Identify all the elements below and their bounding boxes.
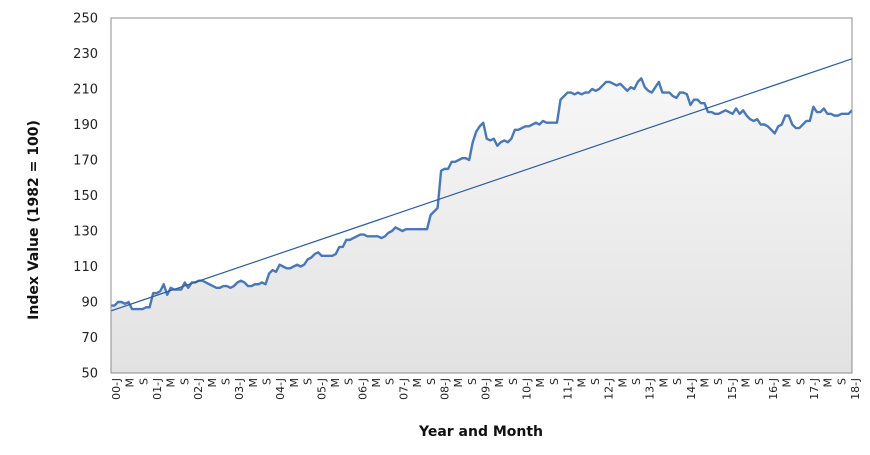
x-tick-label: 14-J: [685, 378, 698, 400]
x-tick-label: M: [781, 378, 794, 388]
x-tick-label: 06-J: [356, 378, 369, 400]
series-line: [111, 77, 853, 311]
y-axis-title: Index Value (1982 = 100): [26, 120, 42, 320]
x-tick-label: 13-J: [644, 378, 657, 400]
x-tick-label: 01-J: [151, 378, 164, 400]
x-tick-label: S: [220, 378, 233, 385]
x-tick-label: M: [206, 378, 219, 388]
y-tick-label: 70: [81, 331, 98, 346]
x-tick-label: 18-J: [849, 378, 862, 400]
y-tick-label: 150: [73, 189, 98, 204]
x-tick-label: M: [493, 378, 506, 388]
y-tick-label: 90: [81, 296, 98, 311]
x-axis-title: Year and Month: [418, 424, 543, 440]
x-tick-label: 16-J: [767, 378, 780, 400]
x-tick-label: M: [411, 378, 424, 388]
x-tick-label: 17-J: [808, 378, 821, 400]
x-tick-label: S: [137, 378, 150, 385]
x-tick-label: 07-J: [397, 378, 410, 400]
x-tick-label: 12-J: [603, 378, 616, 400]
x-tick-label: S: [466, 378, 479, 385]
x-tick-label: S: [302, 378, 315, 385]
x-tick-label: S: [425, 378, 438, 385]
x-tick-label: M: [534, 378, 547, 388]
y-tick-label: 50: [81, 367, 98, 382]
x-tick-label: M: [165, 378, 178, 388]
x-tick-label: 15-J: [726, 378, 739, 400]
x-tick-label: S: [343, 378, 356, 385]
x-tick-label: M: [657, 378, 670, 388]
y-axis-ticks: 50 70 90 110 130 150 170 190 210 230 250: [73, 12, 98, 382]
x-tick-label: S: [548, 378, 561, 385]
x-tick-label: S: [384, 378, 397, 385]
x-tick-label: M: [247, 378, 260, 388]
x-tick-label: M: [329, 378, 342, 388]
x-tick-label: S: [712, 378, 725, 385]
trend-line: [110, 58, 853, 312]
y-tick-label: 190: [73, 118, 98, 133]
plot-area: [110, 17, 853, 374]
x-tick-label: S: [261, 378, 274, 385]
x-tick-label: M: [699, 378, 712, 388]
x-tick-label: S: [835, 378, 848, 385]
x-tick-label: 05-J: [315, 378, 328, 400]
x-tick-label: 03-J: [233, 378, 246, 400]
x-tick-label: M: [575, 378, 588, 388]
x-tick-label: S: [178, 378, 191, 385]
x-tick-label: M: [822, 378, 835, 388]
x-tick-label: S: [507, 378, 520, 385]
x-tick-label: M: [740, 378, 753, 388]
x-tick-label: M: [616, 378, 629, 388]
x-axis-ticks: 00-J M S 01-J M S 02-J M S 03-J M S 04-J M S 05-J M S 06-J…: [110, 378, 862, 400]
x-tick-label: S: [589, 378, 602, 385]
x-tick-label: S: [630, 378, 643, 385]
x-tick-label: 02-J: [192, 378, 205, 400]
y-tick-label: 230: [73, 47, 98, 62]
x-tick-label: S: [753, 378, 766, 385]
series-area: [111, 78, 852, 373]
y-tick-label: 130: [73, 225, 98, 240]
x-tick-label: 00-J: [110, 378, 123, 400]
x-tick-label: S: [794, 378, 807, 385]
x-tick-label: M: [124, 378, 137, 388]
x-tick-label: 11-J: [562, 378, 575, 400]
x-tick-label: 10-J: [521, 378, 534, 400]
x-tick-label: M: [288, 378, 301, 388]
x-tick-label: 04-J: [274, 378, 287, 400]
y-tick-label: 110: [73, 260, 98, 275]
y-tick-label: 170: [73, 154, 98, 169]
y-tick-label: 250: [73, 12, 98, 27]
x-tick-label: 08-J: [438, 378, 451, 400]
x-tick-label: M: [452, 378, 465, 388]
x-tick-label: M: [370, 378, 383, 388]
y-tick-label: 210: [73, 83, 98, 98]
plot-border: [110, 17, 853, 374]
x-tick-label: 09-J: [480, 378, 493, 400]
x-tick-label: S: [671, 378, 684, 385]
